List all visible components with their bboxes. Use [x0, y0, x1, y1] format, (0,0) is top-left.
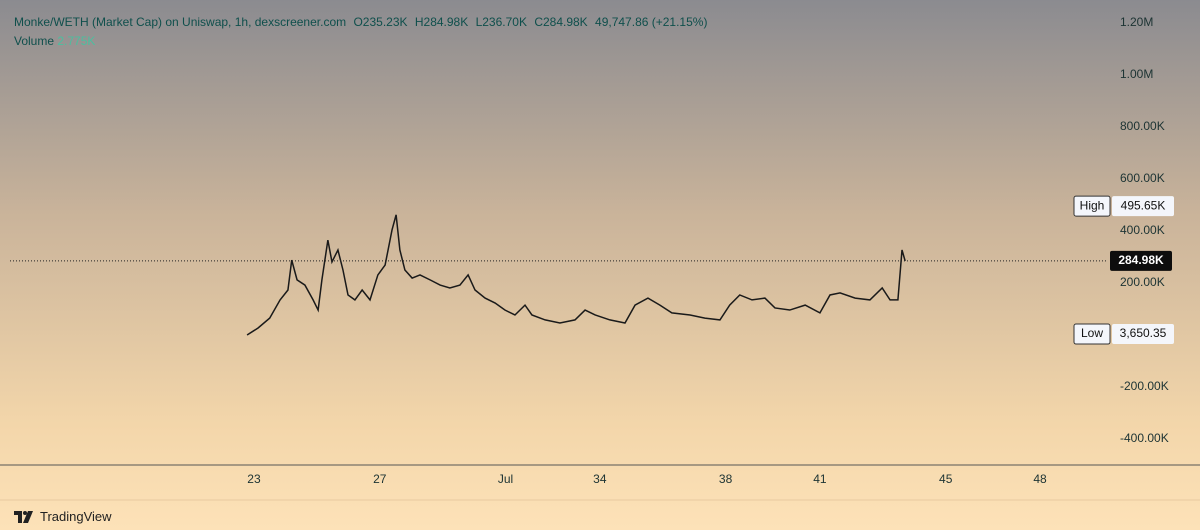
volume-label: Volume: [14, 34, 55, 48]
footer: TradingView: [14, 509, 112, 524]
low-value-box: [1112, 324, 1174, 345]
y-tick-label: -400.00K: [1120, 431, 1169, 445]
x-tick-label: 23: [247, 472, 261, 486]
open: O235.23K: [353, 15, 408, 29]
title: Monke/WETH (Market Cap) on Uniswap, 1h, …: [14, 15, 347, 29]
y-tick-label: 1.00M: [1120, 67, 1153, 81]
legend: Monke/WETH (Market Cap) on Uniswap, 1h, …: [14, 15, 711, 29]
x-tick-label: 41: [813, 472, 827, 486]
close: C284.98K: [534, 15, 588, 29]
y-tick-label: 200.00K: [1120, 275, 1165, 289]
y-tick-label: 400.00K: [1120, 223, 1165, 237]
x-tick-label: 48: [1033, 472, 1047, 486]
high-value: 495.65K: [1121, 198, 1166, 212]
volume-value: 2.775K: [57, 34, 96, 48]
high: H284.98K: [414, 15, 469, 29]
y-tick-label: 1.20M: [1120, 15, 1153, 29]
x-tick-label: Jul: [498, 472, 513, 486]
low-name: Low: [1081, 326, 1103, 340]
change: 49,747.86 (+21.15%): [595, 15, 708, 29]
volume-legend: Volume 2.775K: [14, 34, 95, 48]
x-tick-label: 45: [939, 472, 953, 486]
x-tick-label: 27: [373, 472, 387, 486]
logo: [14, 510, 33, 523]
low: L236.70K: [475, 15, 527, 29]
x-tick-label: 38: [719, 472, 733, 486]
price-line: [246, 214, 906, 336]
y-tick-label: -200.00K: [1120, 379, 1169, 393]
brand[interactable]: TradingView: [40, 509, 112, 524]
high-name: High: [1080, 198, 1105, 212]
high-name-box: [1073, 195, 1111, 217]
high-value-box: [1112, 196, 1174, 217]
x-tick-label: 34: [593, 472, 607, 486]
low-name-box: [1073, 323, 1111, 345]
y-tick-label: 800.00K: [1120, 119, 1165, 133]
last-price-label: 284.98K: [1118, 253, 1164, 267]
low-value: 3,650.35: [1120, 326, 1167, 340]
last-price-tag: [1110, 250, 1172, 271]
y-tick-label: 600.00K: [1120, 171, 1165, 185]
